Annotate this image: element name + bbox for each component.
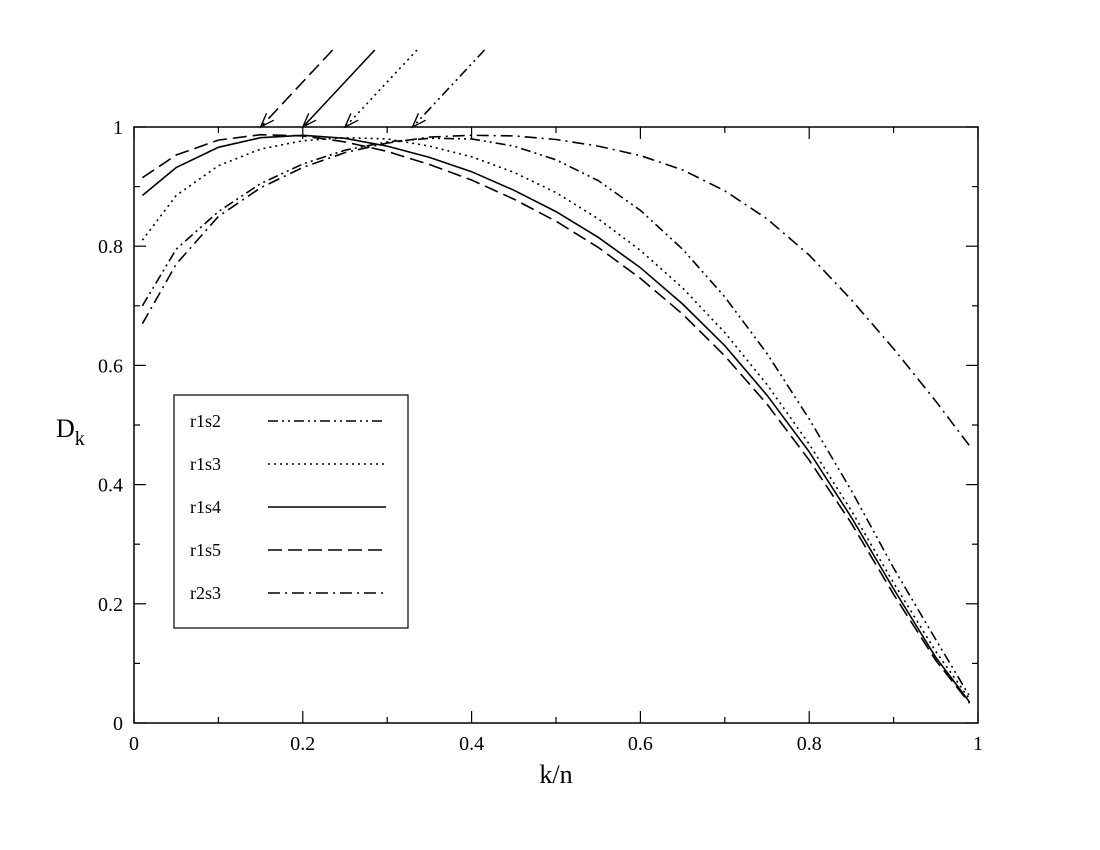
y-tick-label: 0.6 [98,355,123,377]
series-line-r1s3 [141,136,971,700]
peak-arrows [259,49,486,129]
tick-labels: 0 0.2 0.4 0.6 0.8 1 0 0.2 0.4 0.6 0.8 1 [98,117,983,755]
y-tick-label: 0.4 [98,475,123,497]
x-tick-label: 0.4 [459,733,484,755]
x-tick-label: 0.2 [290,733,315,755]
arrow-r1s5 [262,49,334,126]
y-tick-label: 0.8 [98,236,123,258]
legend-label-r1s3: r1s3 [190,454,221,474]
legend-items: r1s2 r1s3 r1s4 r1s5 r2s3 [190,411,386,603]
y-tick-label: 0 [113,713,123,735]
series-lines [141,133,971,704]
y-axis-title-main: D [56,414,75,443]
arrowhead-r1s2 [411,113,427,129]
legend-label-r2s3: r2s3 [190,583,221,603]
legend-label-r1s5: r1s5 [190,540,221,560]
x-tick-label: 0.8 [797,733,822,755]
legend-label-r1s2: r1s2 [190,411,221,431]
y-tick-label: 1 [113,117,123,139]
series-line-r1s2 [141,137,971,697]
arrow-r1s4 [304,49,376,126]
axis-ticks [133,126,979,724]
x-tick-label: 0.6 [628,733,653,755]
y-axis-title: Dk [56,414,85,450]
arrow-r1s2 [413,49,486,126]
y-axis-title-sub: k [75,428,85,450]
series-line-r2s3 [141,134,971,447]
y-tick-label: 0.2 [98,594,123,616]
legend-box [173,394,409,629]
x-tick-label: 1 [973,733,983,755]
x-tick-label: 0 [129,733,139,755]
series-line-r1s5 [141,133,971,704]
x-axis-title: k/n [539,760,572,789]
arrow-r1s3 [346,49,418,126]
legend: r1s2 r1s3 r1s4 r1s5 r2s3 [173,394,409,629]
series-line-r1s4 [141,134,971,703]
legend-label-r1s4: r1s4 [190,497,221,517]
